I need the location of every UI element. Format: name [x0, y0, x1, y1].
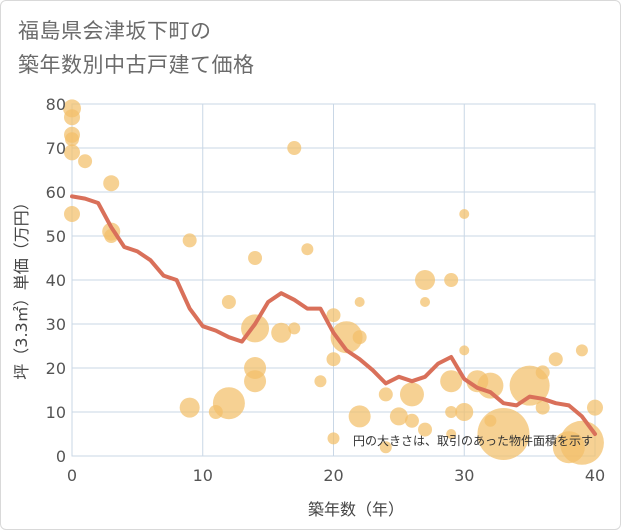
- data-bubble: [244, 370, 267, 393]
- data-bubble: [354, 297, 365, 307]
- data-bubble: [65, 132, 79, 147]
- y-tick-label: 30: [46, 315, 66, 334]
- data-bubble: [221, 295, 236, 309]
- data-bubble: [575, 344, 588, 357]
- data-bubble: [379, 441, 392, 454]
- y-tick-label: 20: [46, 359, 66, 378]
- y-tick-label: 40: [46, 271, 66, 290]
- data-bubble: [78, 154, 93, 169]
- x-tick-label: 0: [67, 466, 77, 485]
- y-axis-title: 坪（3.3㎡）単価（万円）: [12, 194, 31, 379]
- data-bubble: [535, 365, 550, 380]
- x-tick-labels: 0 10 20 30 40: [67, 466, 605, 485]
- data-bubble: [455, 403, 474, 421]
- data-bubble: [415, 270, 436, 290]
- y-tick-label: 0: [56, 447, 66, 466]
- data-bubble: [459, 345, 470, 356]
- x-tick-label: 10: [193, 466, 213, 485]
- data-bubble: [248, 251, 263, 265]
- y-tick-labels: 0 10 20 30 40 50 60 70 80: [46, 95, 66, 466]
- data-bubble: [378, 387, 393, 402]
- data-bubble: [327, 432, 340, 445]
- data-bubble: [445, 406, 458, 418]
- data-bubble: [535, 400, 550, 415]
- data-bubble: [399, 382, 424, 407]
- bubble-layer: [63, 99, 604, 465]
- y-tick-label: 60: [46, 183, 66, 202]
- data-bubble: [288, 322, 301, 335]
- y-tick-label: 70: [46, 139, 66, 158]
- data-bubble: [182, 233, 197, 248]
- data-bubble: [326, 352, 341, 367]
- y-tick-label: 80: [46, 95, 66, 114]
- y-tick-label: 50: [46, 227, 66, 246]
- data-bubble: [446, 429, 457, 439]
- data-bubble: [103, 175, 120, 192]
- data-bubble: [440, 370, 463, 393]
- data-bubble: [418, 422, 433, 437]
- x-tick-label: 30: [454, 466, 474, 485]
- data-bubble: [179, 397, 200, 418]
- title-line-1: 福島県会津坂下町の: [18, 19, 212, 43]
- data-bubble: [64, 109, 80, 126]
- title-line-2: 築年数別中古戸建て価格: [18, 53, 255, 77]
- x-axis-title: 築年数（年）: [308, 500, 404, 519]
- data-bubble: [271, 322, 292, 343]
- data-bubble: [64, 144, 80, 161]
- chart-title: 福島県会津坂下町の 築年数別中古戸建て価格: [18, 14, 255, 82]
- data-bubble: [459, 209, 470, 219]
- data-bubble: [64, 206, 80, 222]
- x-tick-label: 20: [323, 466, 343, 485]
- data-bubble: [314, 375, 327, 388]
- average-price-line: [70, 194, 597, 436]
- data-bubble: [301, 243, 314, 256]
- x-tick-label: 40: [585, 466, 605, 485]
- data-bubble: [404, 413, 419, 428]
- data-bubble: [287, 141, 302, 155]
- data-bubble: [352, 330, 367, 345]
- data-bubble: [444, 273, 459, 287]
- data-bubble: [477, 408, 530, 460]
- y-tick-label: 10: [46, 403, 66, 422]
- data-bubble: [548, 352, 563, 367]
- data-bubble: [326, 308, 341, 323]
- data-bubble: [587, 399, 603, 416]
- bubble-size-note: 円の大きさは、取引のあった物件面積を示す: [353, 433, 593, 448]
- data-bubble: [348, 405, 371, 428]
- data-bubble: [389, 407, 408, 426]
- data-bubble: [330, 321, 363, 354]
- data-bubble: [420, 297, 431, 307]
- data-bubble: [212, 387, 245, 420]
